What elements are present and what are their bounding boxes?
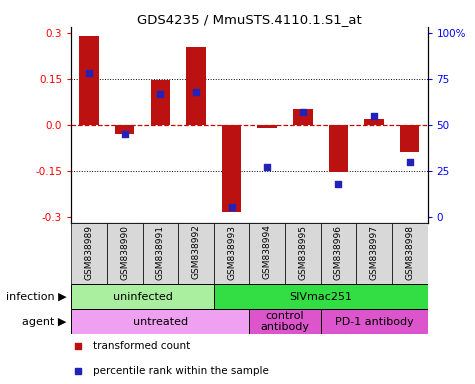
Text: GSM838997: GSM838997	[370, 225, 379, 280]
Point	[228, 204, 236, 210]
Bar	[79, 36, 99, 125]
Bar	[222, 125, 241, 212]
Bar	[71, 309, 249, 334]
Bar	[392, 223, 428, 284]
Text: GSM838998: GSM838998	[405, 225, 414, 280]
Bar	[71, 284, 214, 309]
Bar	[321, 223, 356, 284]
Point	[299, 109, 307, 115]
Text: control
antibody: control antibody	[260, 311, 310, 333]
Text: GSM838990: GSM838990	[120, 225, 129, 280]
Bar	[214, 284, 428, 309]
Text: untreated: untreated	[133, 316, 188, 327]
Bar	[364, 119, 384, 125]
Point	[406, 159, 413, 165]
Bar	[329, 125, 348, 172]
Point	[192, 89, 200, 95]
Bar	[400, 125, 419, 152]
Bar	[107, 223, 142, 284]
Bar	[356, 223, 392, 284]
Text: PD-1 antibody: PD-1 antibody	[335, 316, 413, 327]
Text: GSM838993: GSM838993	[227, 225, 236, 280]
Point	[370, 113, 378, 119]
Bar	[186, 47, 206, 125]
Text: transformed count: transformed count	[93, 341, 190, 351]
Bar	[249, 223, 285, 284]
Text: GSM838995: GSM838995	[298, 225, 307, 280]
Point	[156, 91, 164, 97]
Bar	[178, 223, 214, 284]
Text: GSM838991: GSM838991	[156, 225, 165, 280]
Title: GDS4235 / MmuSTS.4110.1.S1_at: GDS4235 / MmuSTS.4110.1.S1_at	[137, 13, 362, 26]
Text: agent ▶: agent ▶	[22, 316, 66, 327]
Bar	[293, 109, 313, 125]
Bar	[249, 309, 321, 334]
Bar	[151, 80, 170, 125]
Bar	[115, 125, 134, 134]
Bar	[257, 125, 277, 128]
Point	[75, 368, 82, 374]
Text: GSM838996: GSM838996	[334, 225, 343, 280]
Bar	[285, 223, 321, 284]
Text: uninfected: uninfected	[113, 291, 172, 302]
Bar	[321, 309, 428, 334]
Point	[263, 164, 271, 170]
Point	[334, 180, 342, 187]
Point	[121, 131, 128, 137]
Text: percentile rank within the sample: percentile rank within the sample	[93, 366, 268, 376]
Bar	[71, 223, 107, 284]
Text: GSM838989: GSM838989	[85, 225, 94, 280]
Text: SIVmac251: SIVmac251	[289, 291, 352, 302]
Text: GSM838994: GSM838994	[263, 225, 272, 280]
Bar	[142, 223, 178, 284]
Point	[86, 70, 93, 76]
Point	[75, 343, 82, 349]
Text: infection ▶: infection ▶	[6, 291, 66, 302]
Bar	[214, 223, 249, 284]
Text: GSM838992: GSM838992	[191, 225, 200, 280]
